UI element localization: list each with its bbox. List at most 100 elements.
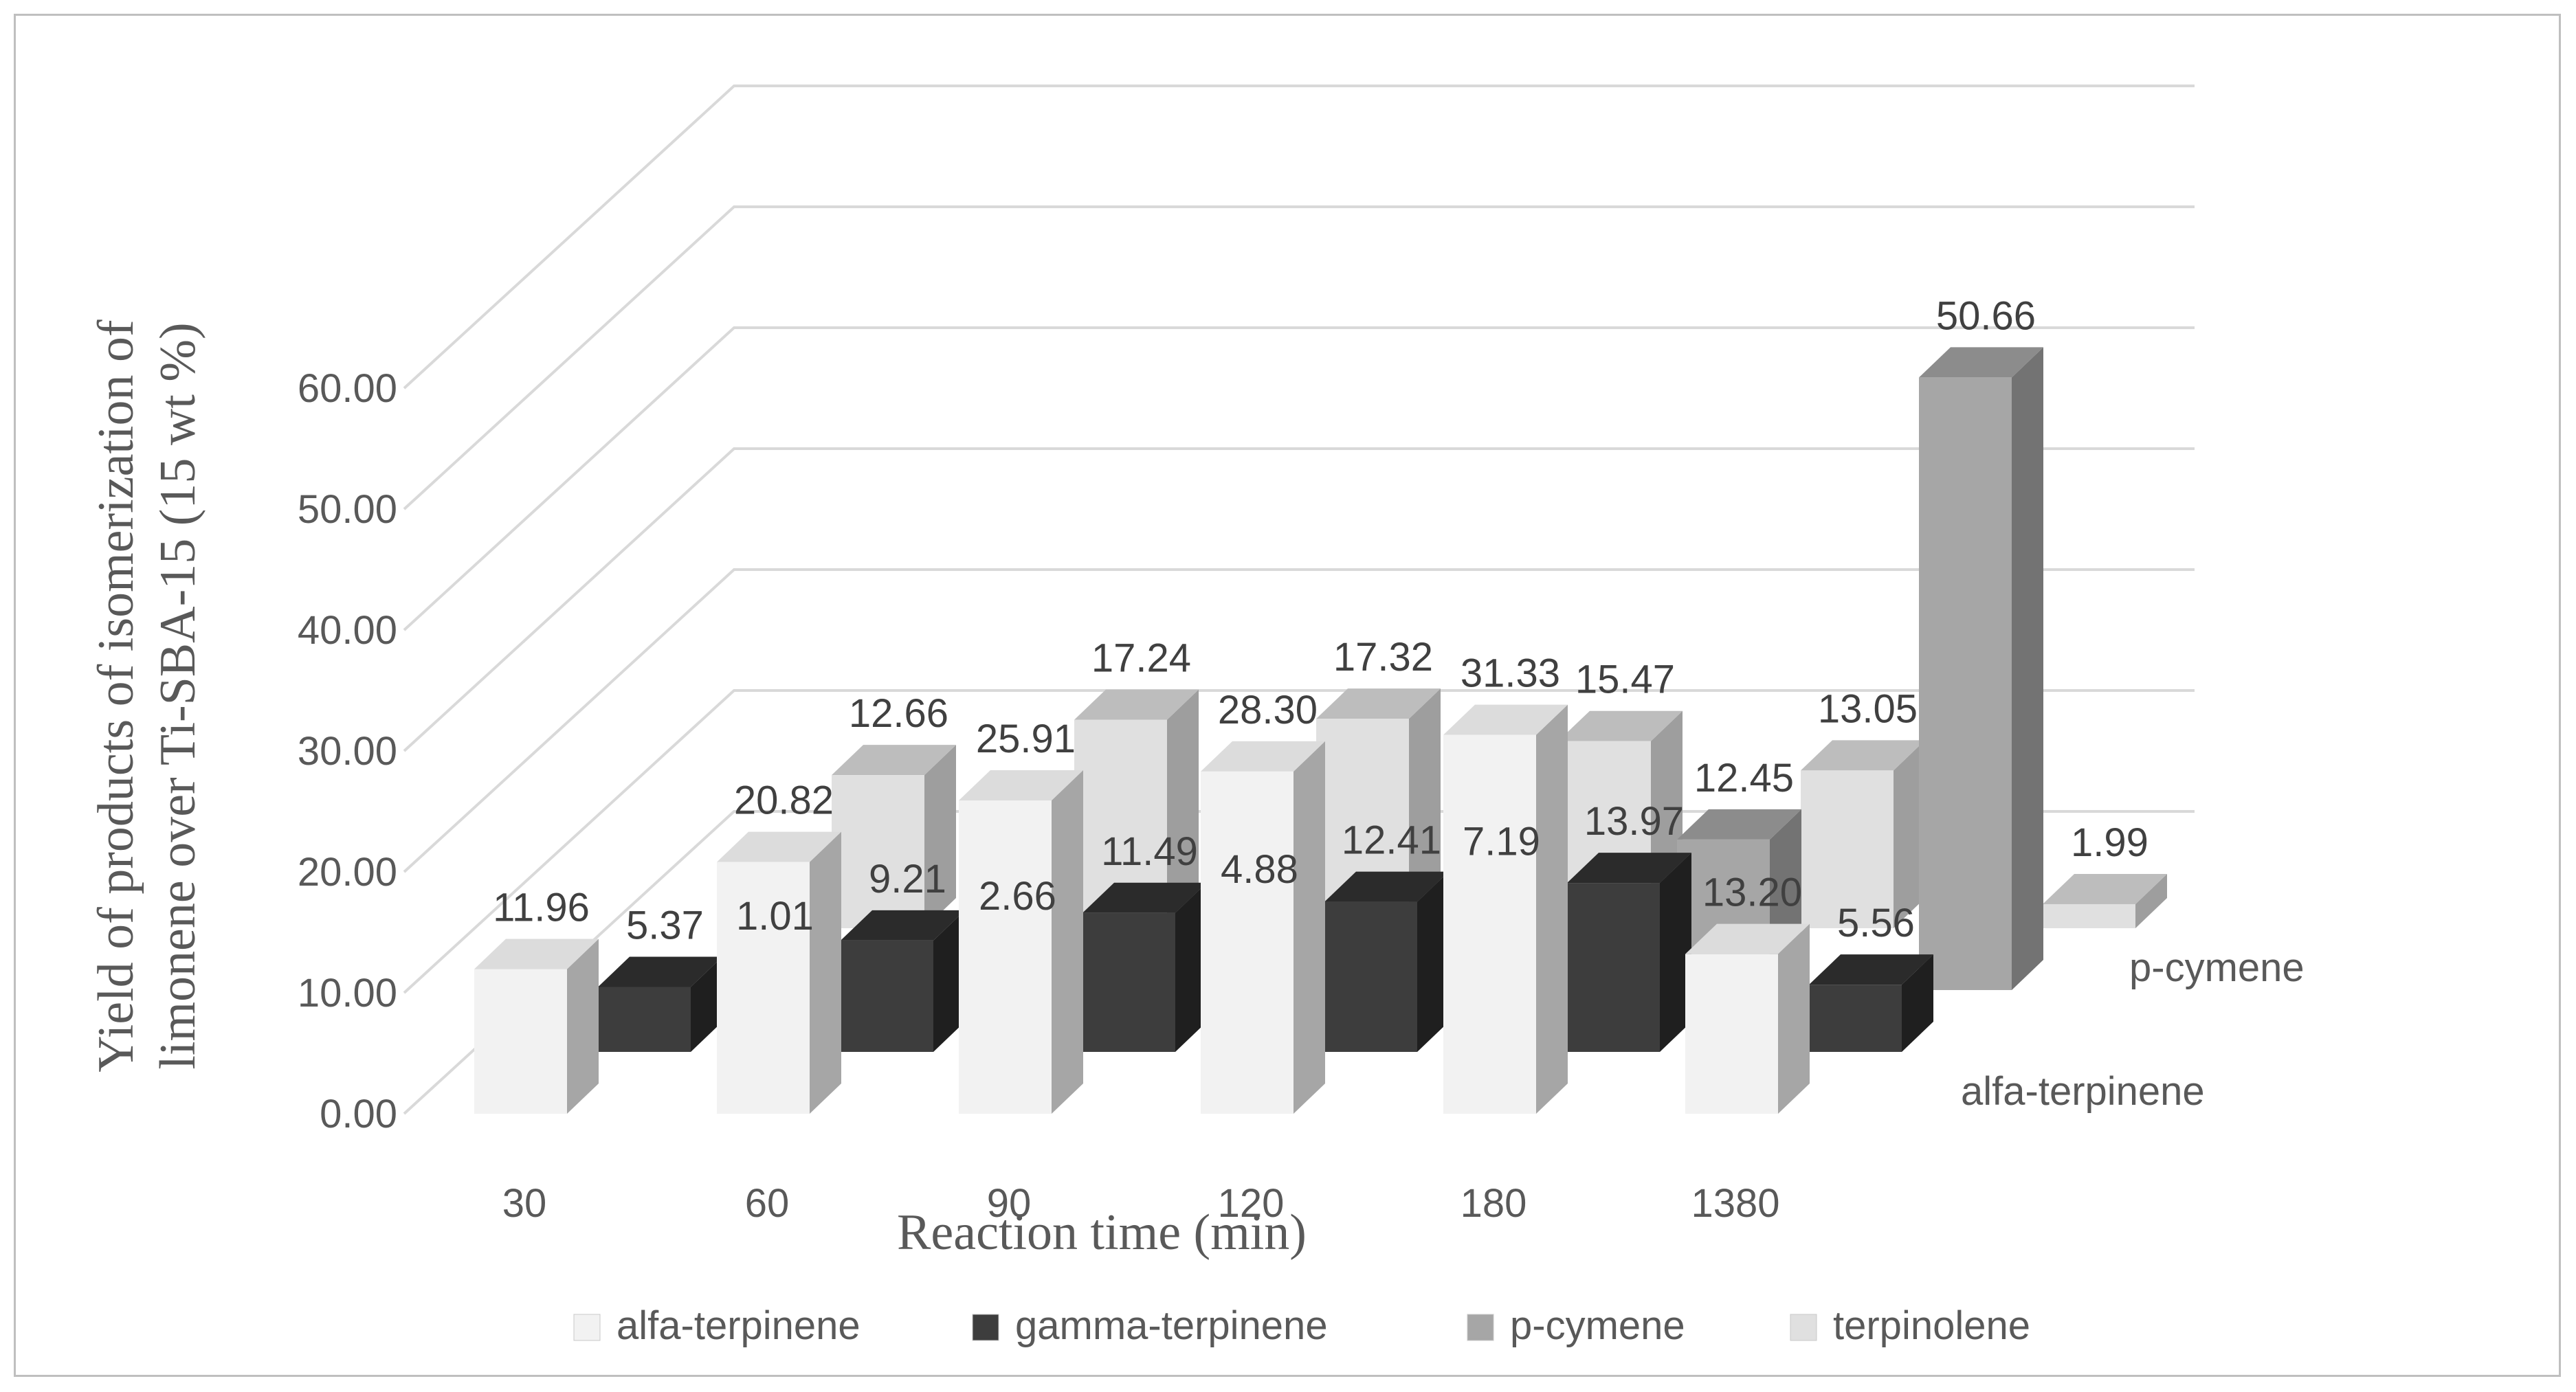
y-tick-label: 0.00 bbox=[320, 1092, 397, 1136]
legend-label: terpinolene bbox=[1833, 1303, 2030, 1348]
bar-terpinolene-180 bbox=[1801, 740, 1925, 928]
bar-top bbox=[1558, 710, 1683, 741]
bar-side bbox=[567, 939, 599, 1114]
bar-top bbox=[598, 956, 722, 987]
data-label: 17.24 bbox=[1091, 636, 1191, 681]
bar-alfa-terpinene-1380 bbox=[1685, 923, 1810, 1114]
bar-side bbox=[1417, 871, 1449, 1052]
data-label: 5.56 bbox=[1837, 901, 1915, 945]
bar-front bbox=[1567, 883, 1660, 1052]
data-label: 12.45 bbox=[1694, 756, 1794, 800]
x-tick-label: 1380 bbox=[1691, 1181, 1779, 1226]
x-tick-label: 60 bbox=[745, 1181, 790, 1226]
bar-front bbox=[959, 800, 1052, 1114]
bar-terpinolene-1380 bbox=[2043, 873, 2167, 928]
gridline bbox=[403, 85, 2195, 390]
data-label: 31.33 bbox=[1461, 651, 1560, 696]
bar-gamma-terpinene-1380 bbox=[1809, 954, 1933, 1052]
y-tick-label: 40.00 bbox=[298, 608, 397, 653]
data-label: 15.47 bbox=[1575, 658, 1675, 702]
legend-label: p-cymene bbox=[1510, 1303, 1685, 1348]
bar-terpinolene-30 bbox=[832, 745, 956, 928]
bar-p-cymene-1380 bbox=[1919, 347, 2043, 990]
bar-front bbox=[1324, 901, 1417, 1052]
legend-item-p-cymene: p-cymene bbox=[1467, 1303, 1685, 1348]
bar-gamma-terpinene-180 bbox=[1567, 853, 1691, 1052]
bar-side bbox=[1660, 853, 1691, 1052]
depth-axis-label: p-cymene bbox=[2129, 945, 2305, 990]
bar-side bbox=[1409, 688, 1441, 928]
depth-axis-label: alfa-terpinene bbox=[1961, 1069, 2205, 1114]
bar-top bbox=[1074, 689, 1199, 720]
bar-front bbox=[1919, 377, 2012, 990]
x-tick-label: 90 bbox=[987, 1181, 1032, 1226]
bar-front bbox=[841, 940, 933, 1052]
legend-item-alfa-terpinene: alfa-terpinene bbox=[573, 1303, 860, 1348]
bar-alfa-terpinene-120 bbox=[1201, 741, 1325, 1114]
bar-gamma-terpinene-120 bbox=[1324, 871, 1449, 1052]
data-label: 12.41 bbox=[1342, 818, 1441, 863]
chart-frame: 0.00 10.00 20.00 30.00 40.00 50.00 60.00 1.99 1… bbox=[14, 14, 2561, 1377]
legend-item-gamma-terpinene: gamma-terpinene bbox=[972, 1303, 1328, 1348]
bar-front bbox=[1801, 770, 1894, 928]
data-labels: 1.99 13.05 15.47 17.32 17.24 12.66 50.66 12.45 7… bbox=[493, 293, 2148, 947]
bar-side bbox=[1052, 770, 1083, 1114]
bar-front bbox=[598, 987, 691, 1052]
bar-side bbox=[810, 831, 841, 1114]
data-label: 11.96 bbox=[493, 886, 590, 930]
gridline bbox=[403, 205, 2195, 510]
bar-side bbox=[1778, 923, 1810, 1114]
bar-front bbox=[474, 969, 567, 1114]
data-label: 13.05 bbox=[1818, 686, 1918, 731]
bar-side bbox=[1902, 954, 1933, 1052]
x-tick-label: 180 bbox=[1461, 1181, 1527, 1226]
bar-gamma-terpinene-90 bbox=[1082, 882, 1207, 1052]
y-axis-title-line-1: Yield of products of isomerization of bbox=[88, 319, 144, 1073]
y-tick-label: 30.00 bbox=[298, 729, 397, 774]
bar-front bbox=[2043, 903, 2135, 928]
y-tick-label: 10.00 bbox=[298, 971, 397, 1015]
bar-top bbox=[959, 770, 1083, 800]
bar-side bbox=[1536, 704, 1568, 1114]
bar-top bbox=[1567, 853, 1691, 884]
depth-axis-labels: p-cymene alfa-terpinene bbox=[1961, 945, 2305, 1114]
bar-front bbox=[717, 862, 810, 1114]
y-tick-label: 20.00 bbox=[298, 850, 397, 895]
y-tick-label: 50.00 bbox=[298, 487, 397, 532]
gridline bbox=[403, 447, 2195, 752]
legend-swatch bbox=[1790, 1314, 1817, 1341]
data-label: 25.91 bbox=[976, 717, 1076, 761]
bar-top bbox=[1809, 954, 1933, 985]
y-tick-label: 60.00 bbox=[298, 366, 397, 411]
data-label: 9.21 bbox=[869, 857, 946, 901]
x-axis-title: Reaction time (min) bbox=[897, 1204, 1307, 1261]
bar-top bbox=[1324, 871, 1449, 902]
x-tick-label: 30 bbox=[502, 1181, 547, 1226]
legend-swatch bbox=[972, 1314, 999, 1341]
data-label: 4.88 bbox=[1221, 847, 1298, 892]
bar-side bbox=[1293, 741, 1325, 1114]
bar-front bbox=[1809, 985, 1902, 1052]
bar-top bbox=[1082, 882, 1207, 913]
legend-swatch bbox=[573, 1314, 601, 1341]
bar-alfa-terpinene-60 bbox=[717, 831, 841, 1114]
bar-top bbox=[832, 745, 956, 776]
bar-top bbox=[2043, 873, 2167, 904]
data-label: 2.66 bbox=[979, 874, 1056, 919]
gridlines bbox=[403, 85, 2195, 1115]
bar-side bbox=[691, 956, 722, 1052]
bar-top bbox=[1316, 688, 1441, 719]
data-label: 50.66 bbox=[1936, 293, 2036, 338]
bars bbox=[474, 347, 2167, 1114]
data-label: 1.01 bbox=[736, 894, 814, 939]
x-axis-ticks: 30 60 90 120 180 1380 bbox=[502, 1181, 1780, 1226]
bar-gamma-terpinene-60 bbox=[841, 910, 965, 1052]
bar-alfa-terpinene-180 bbox=[1443, 704, 1568, 1114]
data-label: 13.20 bbox=[1702, 871, 1802, 915]
legend: alfa-terpinene gamma-terpinene p-cymene ter… bbox=[573, 1303, 2030, 1348]
data-label: 20.82 bbox=[734, 778, 834, 823]
bar-top bbox=[474, 939, 599, 969]
data-label: 7.19 bbox=[1463, 819, 1540, 864]
bar-side bbox=[1167, 689, 1199, 928]
bar-front bbox=[1443, 734, 1536, 1114]
